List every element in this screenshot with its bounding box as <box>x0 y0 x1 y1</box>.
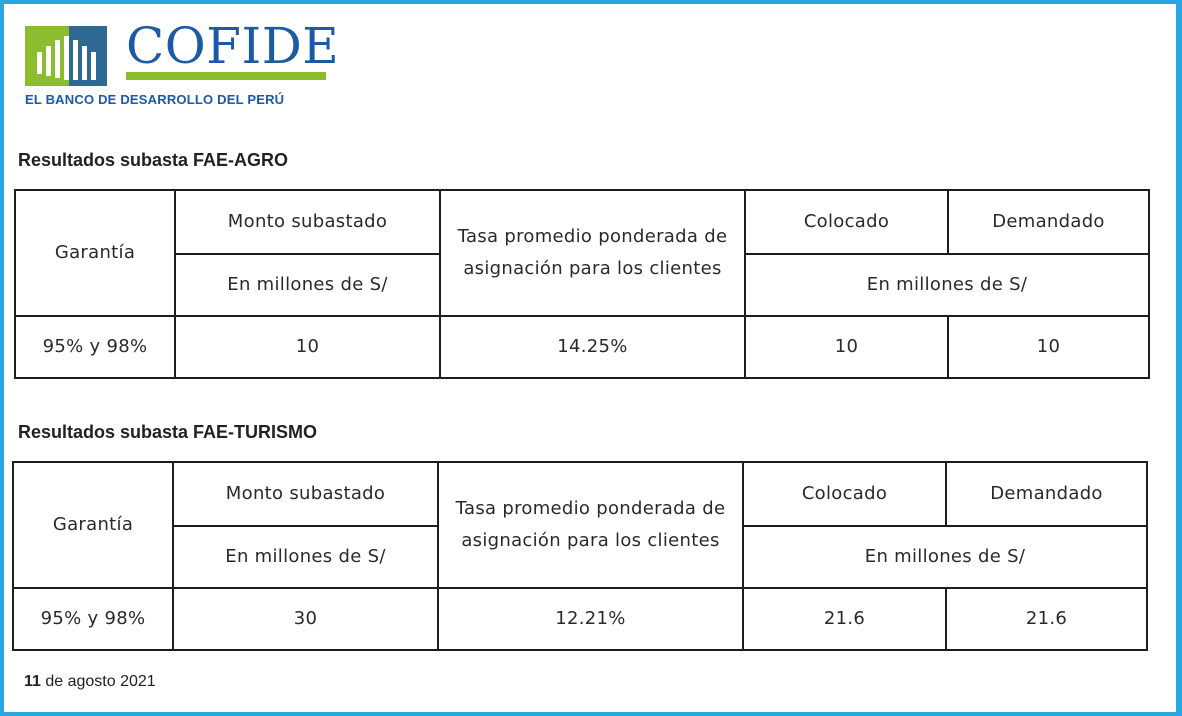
date-day: 11 <box>24 673 41 690</box>
header-garantia: Garantía <box>14 189 176 317</box>
cofide-logo-mark-icon <box>25 26 107 86</box>
results-table-agro: Garantía Monto subastado Tasa promedio p… <box>14 189 1150 379</box>
date-rest: de agosto 2021 <box>40 673 156 690</box>
header-monto-unit: En millones de S/ <box>174 253 441 317</box>
header-tasa: Tasa promedio ponderada de asignación pa… <box>439 189 746 317</box>
header-colocado: Colocado <box>742 461 947 527</box>
results-table-turismo: Garantía Monto subastado Tasa promedio p… <box>12 461 1148 651</box>
section-title-turismo: Resultados subasta FAE-TURISMO <box>18 422 318 442</box>
logo-wordmark: COFIDE <box>126 17 340 75</box>
header-tasa: Tasa promedio ponderada de asignación pa… <box>437 461 744 589</box>
logo-underline <box>126 72 326 80</box>
header-monto-unit: En millones de S/ <box>172 525 439 589</box>
header-demandado: Demandado <box>945 461 1148 527</box>
cell-colocado: 21.6 <box>742 587 947 651</box>
section-title-agro: Resultados subasta FAE-AGRO <box>18 150 289 170</box>
header-monto: Monto subastado <box>174 189 441 255</box>
cell-colocado: 10 <box>744 315 949 379</box>
cell-tasa: 12.21% <box>437 587 744 651</box>
header-garantia: Garantía <box>12 461 174 589</box>
cell-monto: 30 <box>172 587 439 651</box>
logo-tagline: EL BANCO DE DESARROLLO DEL PERÚ <box>25 92 285 107</box>
header-units: En millones de S/ <box>744 253 1150 317</box>
header-colocado: Colocado <box>744 189 949 255</box>
cell-tasa: 14.25% <box>439 315 746 379</box>
table-row: 95% y 98% 30 12.21% 21.6 21.6 <box>12 587 1148 651</box>
header-units: En millones de S/ <box>742 525 1148 589</box>
cell-garantia: 95% y 98% <box>14 315 176 379</box>
cell-monto: 10 <box>174 315 441 379</box>
cell-garantia: 95% y 98% <box>12 587 174 651</box>
cell-demandado: 21.6 <box>945 587 1148 651</box>
header-demandado: Demandado <box>947 189 1150 255</box>
date-footer: 11 de agosto 2021 <box>24 673 156 691</box>
table-row: 95% y 98% 10 14.25% 10 10 <box>14 315 1150 379</box>
cell-demandado: 10 <box>947 315 1150 379</box>
header-monto: Monto subastado <box>172 461 439 527</box>
